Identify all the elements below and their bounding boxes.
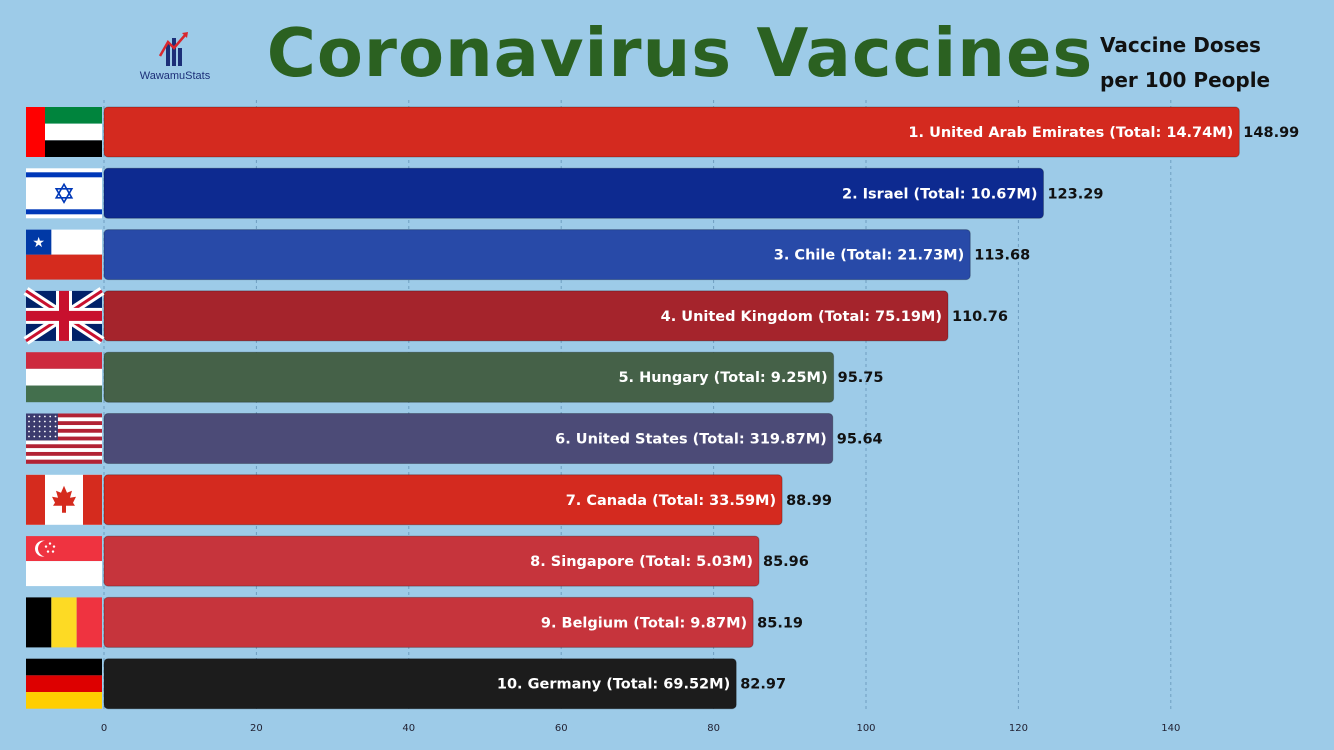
svg-text:★: ★ — [32, 235, 45, 251]
bar — [103, 535, 760, 587]
chart-title: Coronavirus Vaccines — [266, 14, 1094, 92]
data-label: 82.97 — [740, 677, 786, 693]
x-tick-label: 140 — [1161, 723, 1180, 734]
bar — [103, 596, 754, 648]
bar — [103, 167, 1044, 219]
uk-flag — [23, 287, 105, 345]
bar — [103, 106, 1240, 158]
bar-category-label: 7. Canada (Total: 33.59M) — [566, 493, 776, 509]
bar-category-label: 3. Chile (Total: 21.73M) — [774, 248, 964, 264]
x-tick-label: 120 — [1009, 723, 1028, 734]
data-label: 85.19 — [757, 615, 803, 631]
hungary-flag — [26, 352, 102, 403]
bar — [103, 290, 949, 342]
bar-category-label: 5. Hungary (Total: 9.25M) — [618, 370, 827, 386]
bar-category-label: 4. United Kingdom (Total: 75.19M) — [661, 309, 942, 325]
usa-flag — [26, 413, 102, 464]
bar — [103, 474, 783, 526]
germany-flag — [26, 658, 102, 709]
x-tick-label: 0 — [101, 723, 107, 734]
subtitle-line-2: per 100 People — [1100, 68, 1271, 92]
bar-category-label: 8. Singapore (Total: 5.03M) — [530, 554, 753, 570]
data-label: 95.75 — [838, 370, 884, 386]
uae-flag — [26, 107, 102, 157]
x-tick-label: 80 — [707, 723, 720, 734]
bar-category-label: 9. Belgium (Total: 9.87M) — [541, 615, 747, 631]
x-tick-label: 60 — [555, 723, 568, 734]
x-tick-label: 100 — [856, 723, 875, 734]
bar-category-label: 1. United Arab Emirates (Total: 14.74M) — [908, 125, 1233, 141]
data-label: 113.68 — [974, 248, 1030, 264]
subtitle-line-1: Vaccine Doses — [1100, 33, 1261, 57]
bar-category-label: 10. Germany (Total: 69.52M) — [497, 677, 730, 693]
x-tick-label: 40 — [402, 723, 415, 734]
bar — [103, 229, 971, 281]
bar — [103, 351, 835, 403]
data-label: 148.99 — [1243, 125, 1299, 141]
data-label: 95.64 — [837, 432, 883, 448]
bar — [103, 658, 737, 710]
chile-flag: ★ — [26, 229, 102, 280]
belgium-flag — [26, 597, 102, 648]
israel-flag — [26, 168, 102, 219]
canada-flag — [26, 474, 102, 525]
logo-text: WawamuStats — [139, 70, 211, 82]
data-label: 123.29 — [1047, 186, 1103, 202]
logo-chart-icon — [158, 32, 188, 66]
x-tick-label: 20 — [250, 723, 263, 734]
chart-subtitle: Vaccine Doses per 100 People — [1100, 28, 1310, 98]
data-label: 85.96 — [763, 554, 809, 570]
data-label: 88.99 — [786, 493, 832, 509]
bar-category-label: 6. United States (Total: 319.87M) — [555, 432, 827, 448]
logo: WawamuStats — [130, 30, 220, 86]
bar-category-label: 2. Israel (Total: 10.67M) — [842, 186, 1037, 202]
singapore-flag — [26, 536, 102, 587]
bar — [103, 413, 834, 464]
data-label: 110.76 — [952, 309, 1008, 325]
